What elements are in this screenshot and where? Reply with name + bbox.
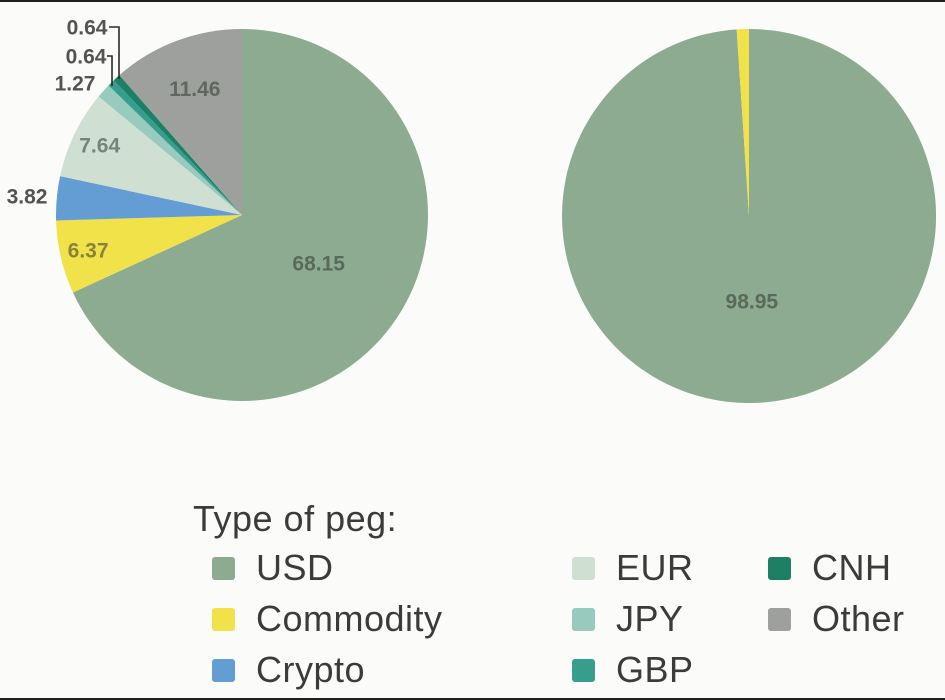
left-pie-slice-gbp (108, 80, 242, 215)
left-pie-slice-cnh (113, 75, 242, 216)
left-pie-value-label-cnh: 0.64 (67, 17, 108, 40)
left-pie-value-label-eur: 7.64 (79, 135, 120, 158)
left-pie-slice-other (119, 29, 242, 215)
bottom-border-line (0, 698, 945, 700)
left-pie-value-label-commodity: 6.37 (68, 240, 109, 263)
left-pie-value-label-usd: 68.15 (292, 253, 345, 276)
right-pie-slice-usd (562, 28, 937, 403)
left-pie-leader-line-gbp (107, 55, 113, 86)
left-pie-value-label-crypto: 3.82 (7, 186, 48, 209)
left-pie-slice-crypto (55, 176, 242, 221)
left-pie-value-label-gbp: 0.64 (66, 46, 107, 69)
left-pie-slice-jpy (98, 85, 242, 216)
left-pie-slice-commodity (56, 215, 242, 293)
left-pie-value-label-jpy: 1.27 (55, 73, 96, 96)
top-border-line (0, 0, 945, 2)
left-pie-value-label-other: 11.46 (169, 78, 220, 101)
left-pie-leader-line-cnh (109, 26, 120, 79)
right-pie-slice-commodity (736, 29, 749, 216)
left-pie-slice-eur (60, 96, 242, 215)
left-pie-slice-usd (72, 29, 429, 401)
right-pie-value-label-usd: 98.95 (726, 291, 779, 314)
